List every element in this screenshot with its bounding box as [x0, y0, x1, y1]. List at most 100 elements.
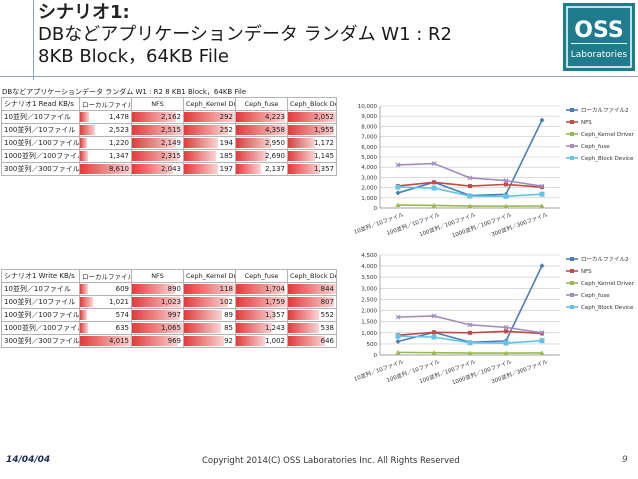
legend-label: ローカルファイル2 [581, 107, 629, 114]
table-row: 100並列／100ファイル 574 997 89 1,357 552 [1, 308, 337, 322]
data-point [395, 162, 401, 168]
write-row-label: 1000並列／100ファイル [1, 321, 80, 335]
cell-value: 646 [320, 337, 334, 345]
cell-value: 2,043 [160, 165, 181, 173]
write-header-row: シナリオ1 Write KB/sローカルファイル2NFSCeph_Kernel … [1, 269, 337, 283]
data-bar [236, 297, 287, 307]
write-value-cell: 844 [287, 282, 337, 296]
title-line-3: 8KB Block，64KB File [38, 46, 229, 67]
y-tick-label: 1,000 [361, 196, 377, 202]
write-value-cell: 997 [131, 308, 184, 322]
y-tick-label: 0 [374, 206, 378, 212]
y-tick-label: 1,500 [361, 320, 377, 326]
cell-value: 2,052 [313, 113, 334, 121]
cell-value: 118 [219, 285, 233, 293]
data-bar [236, 323, 273, 333]
legend-label: Ceph_fuse [581, 144, 610, 150]
data-point [504, 182, 508, 187]
data-bar [184, 336, 224, 346]
legend-marker [570, 293, 574, 297]
data-bar [288, 151, 315, 161]
data-bar [80, 297, 93, 307]
cell-value: 2,523 [108, 126, 129, 134]
cell-value: 1,347 [108, 152, 129, 160]
data-bar [132, 297, 181, 307]
cell-value: 609 [115, 285, 129, 293]
read-value-cell: 194 [183, 136, 236, 150]
read-value-cell: 292 [183, 110, 236, 124]
y-tick-label: 9,000 [361, 114, 377, 120]
cell-value: 89 [224, 311, 233, 319]
data-point [503, 178, 509, 183]
table-row: 300並列／300ファイル 8,610 2,043 197 2,137 1,357 [1, 162, 337, 176]
cell-value: 4,358 [264, 126, 285, 134]
y-tick-label: 4,500 [361, 253, 377, 259]
cell-value: 1,955 [313, 126, 334, 134]
logo-text-top: OSS [574, 18, 623, 43]
legend-label: NFS [581, 269, 592, 275]
read-value-cell: 2,523 [79, 123, 132, 137]
cell-value: 2,515 [160, 126, 181, 134]
read-header-cell: Ceph_Block Device [287, 97, 337, 111]
header-divider-vertical [33, 0, 34, 80]
cell-value: 197 [219, 165, 233, 173]
data-point [395, 333, 401, 339]
data-bar [288, 336, 325, 346]
data-point [467, 340, 473, 346]
read-header-row: シナリオ1 Read KB/sローカルファイル2NFSCeph_Kernel D… [1, 97, 337, 111]
cell-value: 2,149 [160, 139, 181, 147]
write-value-cell: 807 [287, 295, 337, 309]
cell-value: 4,015 [108, 337, 129, 345]
y-tick-label: 5,000 [361, 155, 377, 161]
cell-value: 1,704 [264, 285, 285, 293]
data-point [395, 338, 401, 344]
legend-marker [570, 132, 574, 136]
data-bar [236, 164, 261, 174]
write-row-label: 300並列／300ファイル [1, 334, 80, 348]
data-bar [184, 125, 228, 135]
write-value-cell: 4,015 [79, 334, 132, 348]
data-bar [236, 284, 286, 294]
data-point [431, 161, 437, 166]
data-point [395, 349, 401, 355]
data-bar [236, 125, 287, 135]
x-tick-label: 1000並列／100ファイル [451, 210, 513, 239]
data-point [467, 350, 473, 356]
data-bar [184, 112, 235, 122]
y-tick-label: 7,000 [361, 135, 377, 141]
write-header-cell: Ceph_Block Device [287, 269, 337, 283]
read-value-cell: 8,610 [79, 162, 132, 176]
data-point [395, 314, 401, 320]
table-row: 300並列／300ファイル 4,015 969 92 1,002 646 [1, 334, 337, 348]
cell-value: 1,478 [108, 113, 129, 121]
data-point [539, 183, 545, 189]
write-line-chart: 0 500 1,000 1,500 2,000 2,500 3,000 3,500 4,000 4… [353, 253, 635, 386]
cell-value: 252 [219, 126, 233, 134]
cell-value: 1,145 [313, 152, 334, 160]
cell-value: 969 [167, 337, 181, 345]
cell-value: 844 [320, 285, 334, 293]
data-point [503, 324, 509, 330]
cell-value: 635 [115, 324, 129, 332]
table-row: 100並列／10ファイル 1,021 1,023 102 1,759 807 [1, 295, 337, 309]
read-line-chart: 0 1,000 2,000 3,000 4,000 5,000 6,000 7,000 8,00… [353, 104, 635, 239]
table-row: 1000並列／100ファイル 1,347 2,315 185 2,690 1,145 [1, 149, 337, 163]
read-value-cell: 2,137 [235, 162, 288, 176]
cell-value: 997 [167, 311, 181, 319]
cell-value: 1,243 [264, 324, 285, 332]
cell-value: 2,315 [160, 152, 181, 160]
y-tick-label: 2,500 [361, 297, 377, 303]
data-bar [132, 323, 183, 333]
read-header-cell: NFS [131, 97, 184, 111]
write-value-cell: 85 [183, 321, 236, 335]
data-point [395, 202, 401, 208]
write-header-cell: シナリオ1 Write KB/s [1, 269, 80, 283]
cell-value: 2,690 [264, 152, 285, 160]
x-tick-label: 300並列／300ファイル [490, 357, 549, 385]
write-header-cell: Ceph_Kernel Drive [183, 269, 236, 283]
read-table: シナリオ1 Read KB/sローカルファイル2NFSCeph_Kernel D… [1, 97, 337, 176]
legend-marker [570, 281, 574, 285]
oss-logo: OSS Laboratories [563, 3, 635, 71]
read-value-cell: 2,315 [131, 149, 184, 163]
write-value-cell: 1,002 [235, 334, 288, 348]
